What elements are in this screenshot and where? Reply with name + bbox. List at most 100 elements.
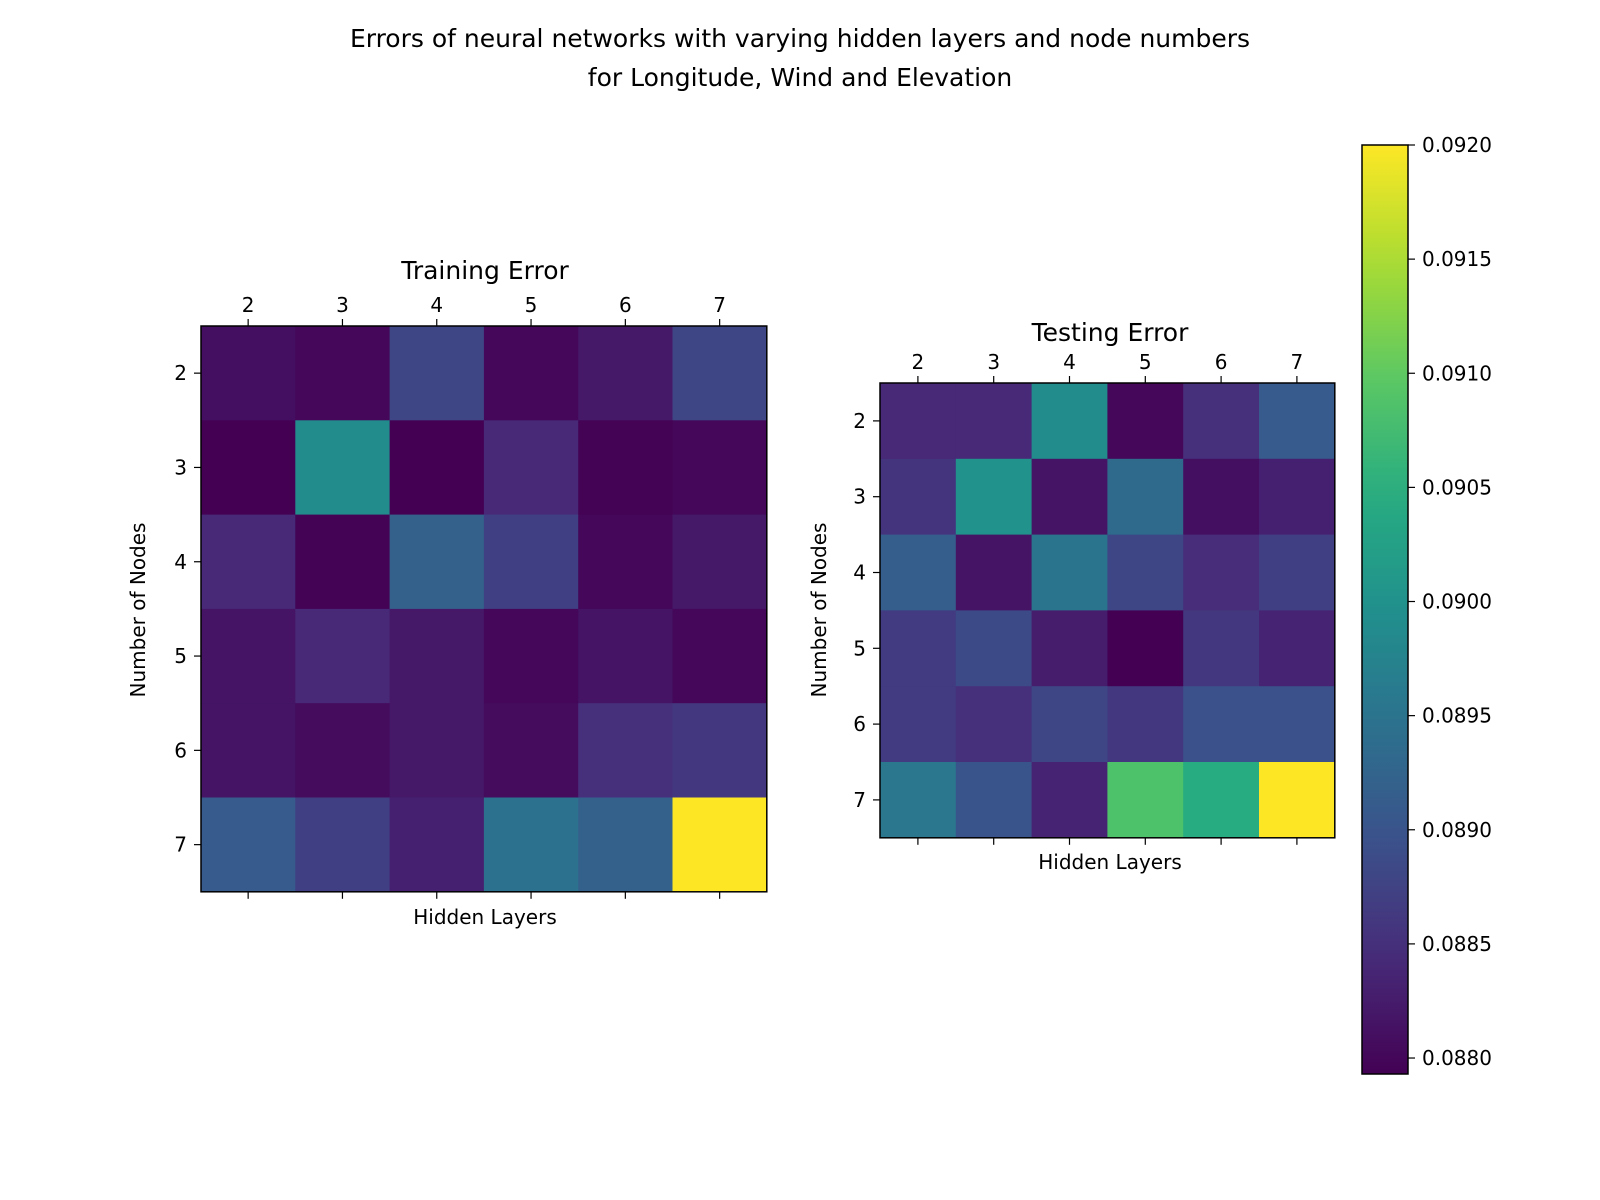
heatmap-cell-r6-c5 — [1107, 686, 1184, 763]
heatmap-cell-r6-c3 — [955, 686, 1033, 763]
heatmap-cell-r5-c6 — [578, 608, 674, 704]
y-tick-label: 6 — [853, 712, 866, 736]
heatmap-cell-r2-c7 — [672, 326, 768, 421]
testing-error-panel: Testing Error Hidden Layers Number of No… — [807, 318, 1336, 874]
heatmap-cell-r4-c5 — [483, 514, 579, 610]
heatmap-cell-r2-c4 — [1031, 383, 1108, 460]
heatmap-cell-r4-c4 — [1031, 534, 1108, 611]
x-tick-label: 7 — [1291, 350, 1304, 374]
figure-title-line-1: Errors of neural networks with varying h… — [350, 24, 1250, 53]
heatmap-cell-r3-c4 — [1031, 458, 1108, 536]
training-error-title: Training Error — [400, 256, 569, 285]
heatmap-cell-r7-c4 — [1031, 762, 1108, 839]
y-tick-label: 7 — [853, 788, 866, 812]
colorbar-tick-label: 0.0895 — [1422, 704, 1492, 728]
heatmap-cell-r2-c5 — [1107, 383, 1184, 460]
heatmap-cell-r7-c7 — [672, 797, 768, 893]
heatmap-cell-r6-c6 — [578, 703, 674, 799]
heatmap-cell-r4-c6 — [1183, 534, 1260, 611]
heatmap-cell-r3-c7 — [1259, 458, 1336, 536]
heatmap-cell-r3-c2 — [880, 458, 957, 536]
heatmap-cell-r7-c7 — [1259, 762, 1336, 839]
heatmap-cell-r5-c5 — [1107, 610, 1184, 687]
heatmap-cell-r6-c7 — [672, 703, 768, 799]
training-x-axis-label: Hidden Layers — [413, 905, 557, 929]
plot-frame — [200, 325, 768, 893]
y-tick-label: 5 — [853, 636, 866, 660]
x-tick-label: 3 — [336, 293, 349, 317]
colorbar-tick-label: 0.0885 — [1422, 932, 1492, 956]
colorbar-tick-label: 0.0915 — [1422, 247, 1492, 271]
y-tick-label: 4 — [853, 561, 866, 585]
heatmap-cell-r6-c4 — [1031, 686, 1108, 763]
heatmap-cell-r6-c6 — [1183, 686, 1260, 763]
heatmap-cell-r2-c6 — [1183, 383, 1260, 460]
heatmap-cell-r7-c4 — [389, 797, 485, 893]
heatmap-cell-r6-c3 — [295, 703, 391, 799]
testing-y-axis-label: Number of Nodes — [807, 523, 831, 698]
x-tick-label: 2 — [912, 350, 925, 374]
heatmap-cell-r6-c2 — [880, 686, 957, 763]
heatmap-cell-r5-c3 — [295, 608, 391, 704]
training-error-panel: Training Error Hidden Layers Number of N… — [126, 256, 768, 929]
heatmap-cell-r2-c2 — [201, 326, 296, 421]
y-tick-label: 5 — [174, 644, 187, 668]
heatmap-cell-r2-c4 — [389, 326, 485, 421]
colorbar: 0.0880 0.0885 0.0890 0.0895 0.0900 0.0905 0.09… — [1361, 133, 1492, 1075]
colorbar-tick-label: 0.0920 — [1422, 133, 1492, 157]
x-tick-label: 6 — [619, 293, 632, 317]
y-tick-label: 3 — [174, 455, 187, 479]
heatmap-cell-r7-c5 — [1107, 762, 1184, 839]
heatmap-cell-r7-c2 — [880, 762, 957, 839]
x-tick-label: 5 — [525, 293, 538, 317]
y-tick-label: 3 — [853, 485, 866, 509]
heatmap-cell-r4-c7 — [1259, 534, 1336, 611]
heatmap-cell-r2-c3 — [955, 383, 1033, 460]
heatmap-cell-r5-c2 — [880, 610, 957, 687]
testing-x-axis-label: Hidden Layers — [1038, 850, 1182, 874]
y-tick-label: 2 — [174, 361, 187, 385]
heatmap-cell-r5-c5 — [483, 608, 579, 704]
heatmap-cell-r7-c3 — [955, 762, 1033, 839]
heatmap-cell-r4-c7 — [672, 514, 768, 610]
heatmap-cell-r4-c3 — [295, 514, 391, 610]
x-tick-label: 4 — [1063, 350, 1076, 374]
heatmap-cell-r4-c5 — [1107, 534, 1184, 611]
colorbar-tick-label: 0.0890 — [1422, 818, 1492, 842]
heatmap-cell-r2-c7 — [1259, 383, 1336, 460]
heatmap-cell-r3-c3 — [295, 420, 391, 516]
heatmap-cell-r5-c6 — [1183, 610, 1260, 687]
heatmap-cell-r2-c2 — [880, 383, 957, 460]
heatmap-cell-r2-c3 — [295, 326, 391, 421]
heatmap-cell-r4-c6 — [578, 514, 674, 610]
figure-title-line-2: for Longitude, Wind and Elevation — [588, 63, 1012, 92]
heatmap-cell-r3-c6 — [1183, 458, 1260, 536]
y-tick-label: 2 — [853, 409, 866, 433]
heatmap-cell-r5-c3 — [955, 610, 1033, 687]
heatmap-cell-r3-c4 — [389, 420, 485, 516]
heatmap-cell-r3-c3 — [955, 458, 1033, 536]
x-tick-label: 2 — [242, 293, 255, 317]
colorbar-tick-label: 0.0900 — [1422, 590, 1492, 614]
heatmap-cell-r7-c2 — [201, 797, 296, 893]
training-y-axis-label: Number of Nodes — [126, 523, 150, 698]
heatmap-cell-r5-c2 — [201, 608, 296, 704]
colorbar-tick-label: 0.0880 — [1422, 1046, 1492, 1070]
testing-error-title: Testing Error — [1031, 318, 1189, 347]
heatmap-cell-r2-c5 — [483, 326, 579, 421]
heatmap-cell-r3-c5 — [1107, 458, 1184, 536]
x-tick-label: 5 — [1139, 350, 1152, 374]
heatmap-cell-r7-c6 — [578, 797, 674, 893]
heatmap-cell-r6-c7 — [1259, 686, 1336, 763]
heatmap-cell-r5-c7 — [1259, 610, 1336, 687]
heatmap-cell-r6-c2 — [201, 703, 296, 799]
heatmap-cell-r3-c6 — [578, 420, 674, 516]
x-tick-label: 7 — [713, 293, 726, 317]
heatmap-cell-r3-c2 — [201, 420, 296, 516]
heatmap-cell-r4-c2 — [880, 534, 957, 611]
heatmap-cell-r2-c6 — [578, 326, 674, 421]
colorbar-gradient — [1362, 145, 1408, 1074]
colorbar-tick-label: 0.0905 — [1422, 475, 1492, 499]
heatmap-cell-r5-c7 — [672, 608, 768, 704]
heatmap-cell-r5-c4 — [1031, 610, 1108, 687]
